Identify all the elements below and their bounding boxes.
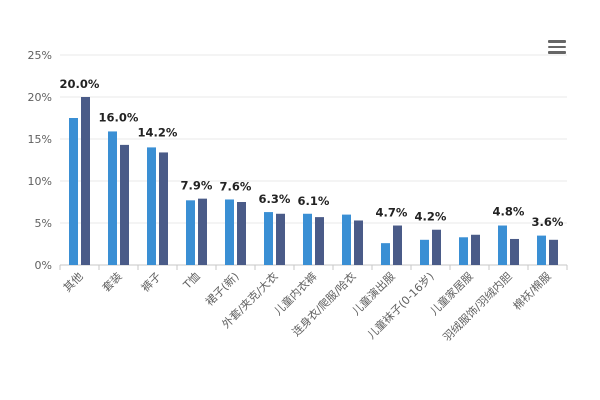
- data-label: 4.8%: [493, 205, 525, 219]
- data-label: 7.6%: [220, 179, 252, 193]
- bar: [225, 199, 234, 265]
- data-label: 20.0%: [60, 77, 100, 91]
- bar: [315, 217, 324, 265]
- bar: [432, 229, 441, 265]
- bar: [354, 220, 363, 265]
- bar: [147, 147, 156, 265]
- x-tick-label: 儿童袜子(0-16岁): [364, 269, 437, 342]
- bar: [381, 243, 390, 265]
- x-tick-label: 羽绒服饰/羽绒内胆: [440, 269, 515, 344]
- data-label: 6.3%: [259, 192, 291, 206]
- x-tick-label: 裤子: [138, 269, 163, 294]
- bar: [108, 131, 117, 265]
- bar: [198, 198, 207, 265]
- data-label: 16.0%: [99, 111, 139, 125]
- y-tick-label: 25%: [28, 49, 52, 62]
- bar: [264, 212, 273, 265]
- data-label: 4.2%: [415, 210, 447, 224]
- bar: [159, 152, 168, 265]
- x-tick-label: 裙子(新): [202, 269, 241, 308]
- bar: [186, 200, 195, 265]
- y-tick-label: 20%: [28, 91, 52, 104]
- bar: [459, 237, 468, 265]
- bar: [276, 213, 285, 265]
- data-label: 7.9%: [181, 179, 213, 193]
- x-tick-label: 套装: [100, 270, 125, 295]
- x-tick-label: 其他: [61, 270, 86, 295]
- bar: [510, 238, 519, 265]
- y-tick-label: 0%: [35, 259, 52, 272]
- y-tick-label: 15%: [28, 133, 52, 146]
- bar: [303, 213, 312, 265]
- data-label: 4.7%: [376, 206, 408, 220]
- bar: [393, 225, 402, 265]
- bar: [420, 239, 429, 265]
- x-tick-label: 棉袄/棉服: [510, 269, 554, 313]
- data-label: 6.1%: [298, 194, 330, 208]
- bar: [549, 239, 558, 265]
- data-label: 14.2%: [138, 126, 178, 140]
- y-tick-label: 5%: [35, 217, 52, 230]
- y-tick-label: 10%: [28, 175, 52, 188]
- bar: [120, 144, 129, 265]
- bar: [81, 97, 90, 265]
- bar: [237, 202, 246, 265]
- bar: [537, 235, 546, 265]
- bar: [498, 225, 507, 265]
- data-label: 3.6%: [532, 215, 564, 229]
- hamburger-menu-icon[interactable]: [548, 40, 566, 54]
- x-tick-label: T恤: [180, 270, 202, 292]
- bar: [471, 234, 480, 265]
- bar: [342, 214, 351, 265]
- bar: [69, 118, 78, 265]
